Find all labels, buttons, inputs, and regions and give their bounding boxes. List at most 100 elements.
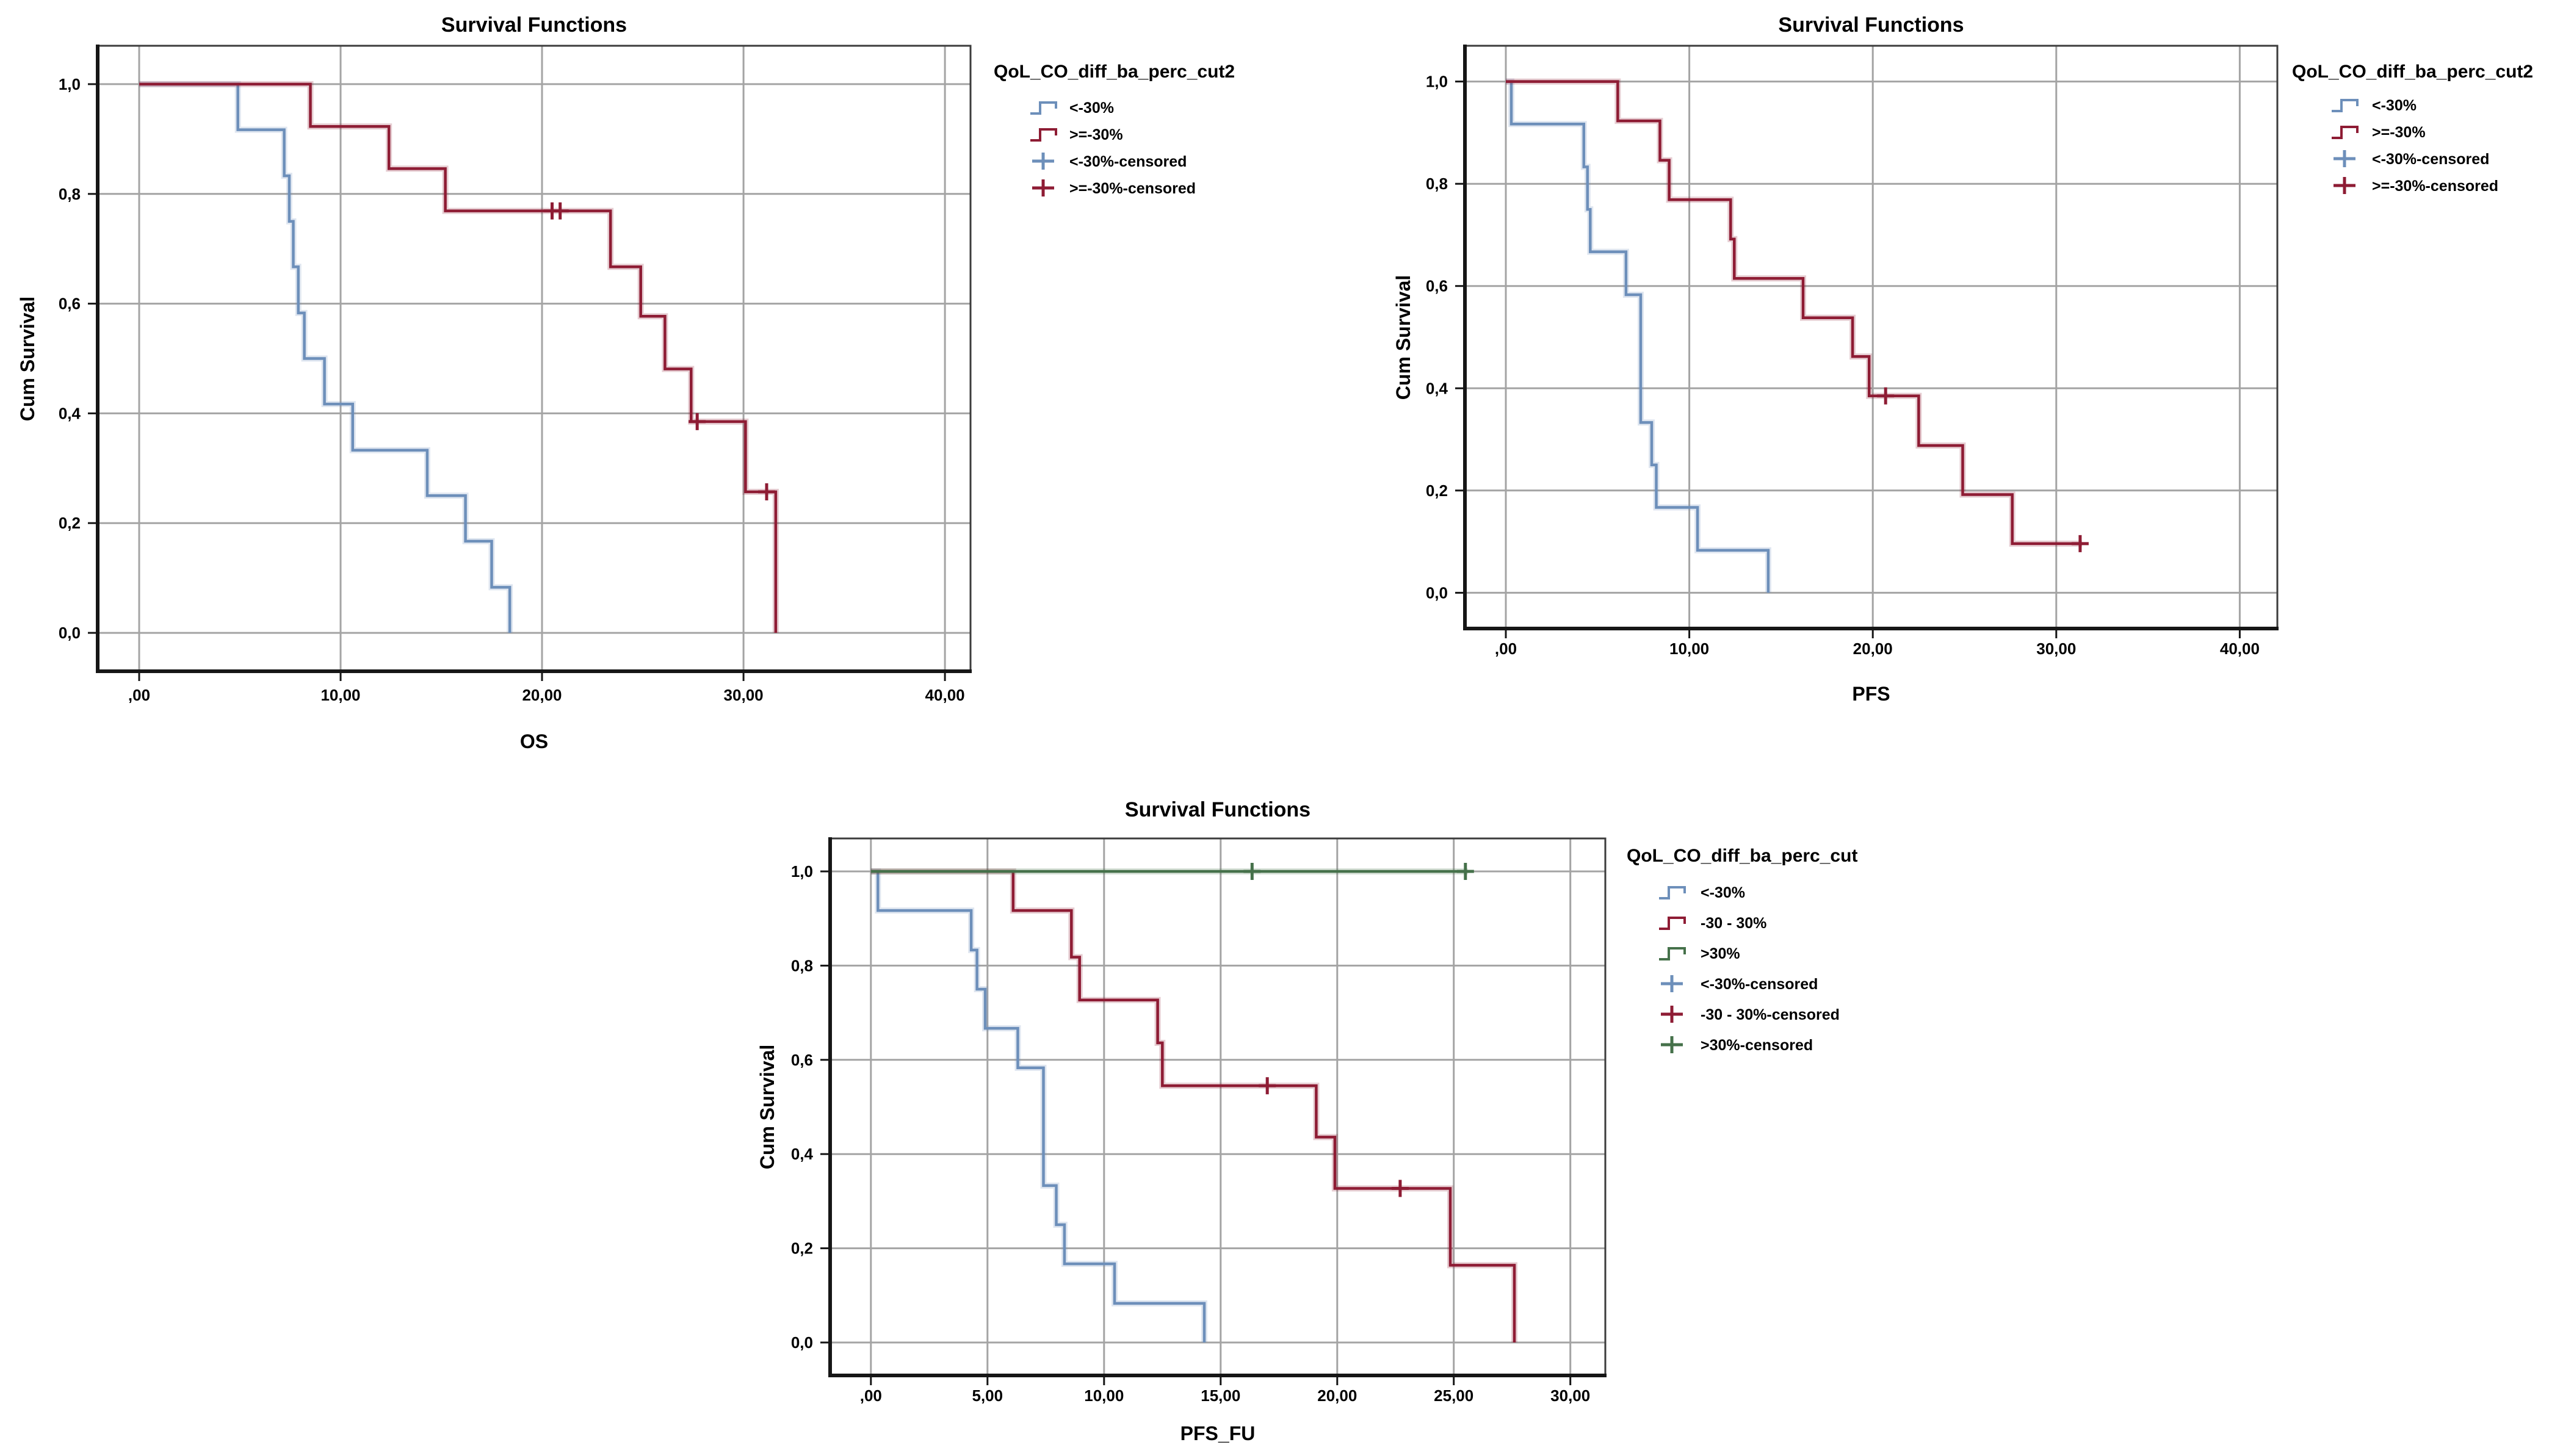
curve-line xyxy=(1506,80,1770,593)
legend-title: QoL_CO_diff_ba_perc_cut2 xyxy=(2292,62,2533,82)
curve-line xyxy=(870,870,1206,1342)
y-axis-label: Cum Survival xyxy=(16,297,38,422)
legend-step-icon xyxy=(2332,126,2359,139)
y-tick-label: 0,2 xyxy=(59,514,81,532)
y-tick-label: 0,2 xyxy=(1426,481,1448,500)
legend-censor-icon xyxy=(1661,1036,1683,1053)
y-tick-label: 0,4 xyxy=(791,1145,814,1163)
x-tick-label: 30,00 xyxy=(1550,1386,1590,1405)
survival-curve-blue xyxy=(1506,78,1771,593)
x-axis-label: OS xyxy=(520,730,548,752)
x-tick-label: ,00 xyxy=(1495,640,1517,658)
x-tick-label: 15,00 xyxy=(1201,1386,1240,1405)
axis-ticks: ,00 10,00 20,00 30,00 40,00 0,0 0,2 0,4 0,6 0,8 1,… xyxy=(1426,73,2260,658)
y-tick-label: 0,6 xyxy=(791,1051,813,1069)
legend-item: <-30% xyxy=(2332,97,2417,114)
legend-label: <-30% xyxy=(2372,97,2417,114)
chart-title: Survival Functions xyxy=(1778,13,1964,37)
legend-label: -30 - 30% xyxy=(1701,915,1766,932)
x-tick-label: 10,00 xyxy=(1084,1386,1124,1405)
y-tick-label: 0,4 xyxy=(59,404,81,422)
x-tick-label: 30,00 xyxy=(2036,640,2076,658)
curve-halo xyxy=(1506,78,2082,547)
y-tick-label: 0,2 xyxy=(791,1239,813,1258)
censor-mark xyxy=(1877,387,1895,405)
y-tick-label: 0,4 xyxy=(1426,379,1448,397)
legend-item: <-30% xyxy=(1030,99,1114,117)
legend-title: QoL_CO_diff_ba_perc_cut xyxy=(1627,846,1857,866)
x-tick-label: 20,00 xyxy=(1853,640,1893,658)
censor-mark xyxy=(1456,863,1474,880)
axis-ticks: ,00 10,00 20,00 30,00 40,00 0,0 0,2 0,4 0,6 0,8 1,… xyxy=(59,75,965,704)
y-axis-label: Cum Survival xyxy=(1392,275,1414,400)
x-tick-label: 40,00 xyxy=(2220,640,2260,658)
legend-step-icon xyxy=(2332,99,2359,112)
survival-curve-red xyxy=(870,868,1517,1342)
y-tick-label: 0,0 xyxy=(1426,583,1448,602)
survival-chart-pfs: ,00 10,00 20,00 30,00 40,00 0,0 0,2 0,4 0,6 0,8 1,… xyxy=(1392,13,2533,705)
censor-mark xyxy=(758,483,775,500)
censor-mark xyxy=(2071,535,2089,552)
x-tick-label: 30,00 xyxy=(724,686,764,704)
legend-item: <-30%-censored xyxy=(1661,975,1818,993)
curve-halo xyxy=(139,81,779,633)
legend-item: >=-30% xyxy=(1030,126,1123,143)
x-tick-label: 10,00 xyxy=(1669,640,1709,658)
censor-mark xyxy=(1243,863,1261,880)
legend-label: >=-30%-censored xyxy=(2372,178,2498,195)
legend-item: >30% xyxy=(1659,945,1740,962)
legend-censor-icon xyxy=(1661,975,1683,992)
legend-label: <-30%-censored xyxy=(2372,151,2489,168)
y-tick-label: 1,0 xyxy=(59,75,81,93)
curve-halo xyxy=(870,868,1207,1342)
legend-item: <-30% xyxy=(1659,884,1745,901)
y-tick-label: 0,0 xyxy=(59,624,81,642)
survival-curve-red xyxy=(139,81,779,633)
legend-label: >=-30%-censored xyxy=(1069,180,1196,197)
legend-step-icon xyxy=(1030,128,1057,142)
legend-step-icon xyxy=(1659,886,1686,899)
gridlines xyxy=(98,46,971,671)
legend-censor-icon xyxy=(2334,177,2355,194)
x-tick-label: ,00 xyxy=(860,1386,882,1405)
survival-chart-os: ,00 10,00 20,00 30,00 40,00 0,0 0,2 0,4 0,6 0,8 1,… xyxy=(16,13,1235,752)
legend-step-icon xyxy=(1659,917,1686,930)
x-tick-label: 40,00 xyxy=(925,686,965,704)
legend-item: >=-30% xyxy=(2332,124,2426,141)
censor-mark xyxy=(1259,1077,1276,1095)
y-tick-label: 1,0 xyxy=(1426,73,1448,91)
legend-item: <-30%-censored xyxy=(1032,153,1187,170)
curve-line xyxy=(1506,80,2082,546)
survival-curve-green xyxy=(870,863,1474,880)
axis-ticks: ,00 5,00 10,00 15,00 20,00 25,00 30,00 0,0 0,2 0,… xyxy=(791,862,1590,1405)
legend-label: >30%-censored xyxy=(1701,1037,1813,1054)
curve-line xyxy=(870,870,1516,1342)
y-tick-label: 0,8 xyxy=(791,956,813,975)
legend-censor-icon xyxy=(1032,179,1054,196)
legend-label: >=-30% xyxy=(2372,124,2426,141)
x-tick-label: ,00 xyxy=(128,686,150,704)
y-tick-label: 1,0 xyxy=(791,862,813,881)
legend-label: <-30%-censored xyxy=(1701,976,1818,993)
legend: QoL_CO_diff_ba_perc_cut2 <-30% >=-30% <-30%… xyxy=(994,62,1235,197)
y-tick-label: 0,8 xyxy=(59,185,81,203)
survival-curve-blue xyxy=(870,868,1207,1342)
legend-censor-icon xyxy=(1661,1006,1683,1023)
legend-item: -30 - 30% xyxy=(1659,915,1766,932)
x-tick-label: 5,00 xyxy=(972,1386,1003,1405)
y-tick-label: 0,6 xyxy=(59,295,81,313)
legend: QoL_CO_diff_ba_perc_cut <-30% -30 - 30% >30… xyxy=(1627,846,1857,1054)
legend-item: >=-30%-censored xyxy=(2334,177,2498,195)
survival-curve-blue xyxy=(139,81,513,633)
y-tick-label: 0,0 xyxy=(791,1333,813,1352)
legend-label: >30% xyxy=(1701,945,1740,962)
censor-mark xyxy=(689,413,706,430)
x-axis-label: PFS_FU xyxy=(1180,1422,1256,1444)
curve-line xyxy=(139,82,778,633)
legend-label: >=-30% xyxy=(1069,126,1123,143)
curve-line xyxy=(139,82,512,633)
x-tick-label: 25,00 xyxy=(1434,1386,1473,1405)
chart-title: Survival Functions xyxy=(1125,798,1310,821)
y-axis-label: Cum Survival xyxy=(756,1045,778,1170)
